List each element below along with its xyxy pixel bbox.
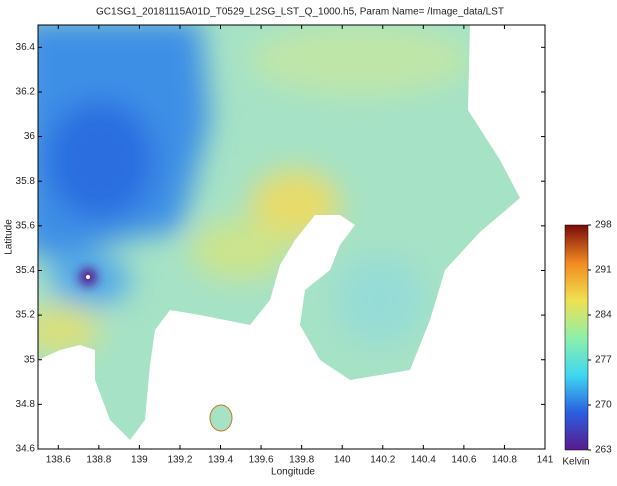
y-axis-label: Latitude [4, 219, 15, 255]
y-tick-label: 35.4 [16, 265, 36, 276]
chart-title: GC1SG1_20181115A01D_T0529_L2SG_LST_Q_100… [96, 7, 504, 18]
island [209, 404, 233, 432]
temperature-field [38, 25, 470, 355]
x-tick-label: 139.4 [208, 455, 233, 466]
x-tick-label: 139.8 [289, 455, 314, 466]
x-tick-label: 140.6 [451, 455, 476, 466]
colorbar [564, 224, 589, 451]
y-tick-label: 35 [24, 354, 36, 365]
x-tick-label: 140.8 [492, 455, 517, 466]
y-tick-label: 34.8 [16, 399, 36, 410]
x-tick-label: 139 [131, 455, 148, 466]
colorbar-tick-label: 270 [595, 400, 612, 411]
x-tick-label: 140.4 [411, 455, 436, 466]
colorbar-label: Kelvin [562, 457, 589, 468]
x-tick-label: 140 [334, 455, 351, 466]
x-tick-label: 138.6 [46, 455, 71, 466]
lst-map [38, 25, 545, 449]
colorbar-tick-label: 263 [595, 445, 612, 456]
plot-frame [37, 24, 546, 450]
x-axis-label: Longitude [271, 467, 315, 478]
colorbar-tick-label: 277 [595, 355, 612, 366]
x-tick-label: 139.2 [167, 455, 192, 466]
y-tick-label: 34.6 [16, 444, 36, 455]
y-tick-label: 35.2 [16, 310, 36, 321]
colorbar-tick-label: 291 [595, 265, 612, 276]
colorbar-tick-label: 284 [595, 310, 612, 321]
y-tick-label: 36.4 [16, 42, 36, 53]
x-tick-label: 139.6 [249, 455, 274, 466]
sea [38, 25, 545, 449]
x-tick-label: 138.8 [86, 455, 111, 466]
x-tick-label: 141 [537, 455, 554, 466]
y-tick-label: 36 [24, 131, 36, 142]
y-tick-label: 36.2 [16, 87, 36, 98]
colorbar-tick-label: 298 [595, 220, 612, 231]
y-tick-label: 35.6 [16, 220, 36, 231]
y-tick-label: 35.8 [16, 176, 36, 187]
x-tick-label: 140.2 [370, 455, 395, 466]
